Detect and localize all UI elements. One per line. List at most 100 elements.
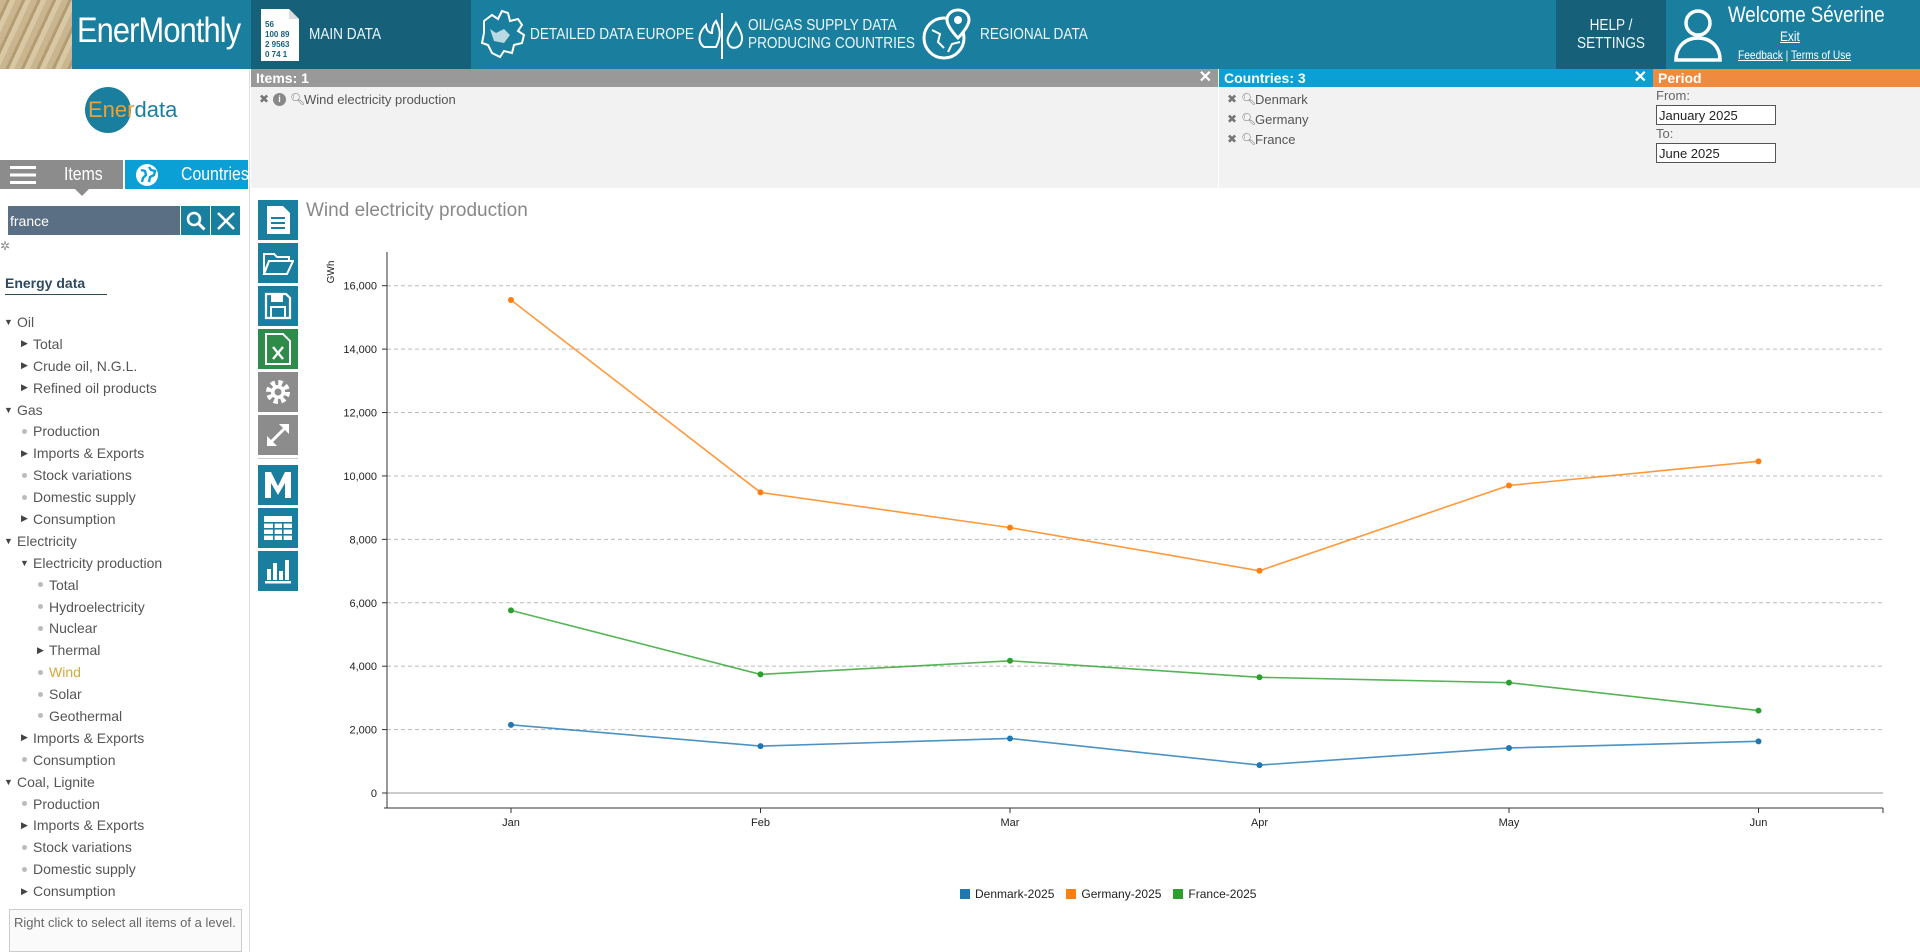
remove-country-icon[interactable]: ✖	[1227, 112, 1238, 126]
tree-item[interactable]: ▶ Consumption	[0, 508, 248, 530]
search-button[interactable]	[181, 206, 210, 235]
nav-regional-data[interactable]: REGIONAL DATA	[914, 0, 1114, 69]
item-tree: ▼ Oil ▶ Total ▶ Crude oil, N.G.L. ▶ Refined oil…	[0, 311, 248, 902]
tree-item[interactable]: Solar	[0, 683, 248, 705]
caret-down-icon[interactable]: ▼	[20, 557, 29, 568]
fullscreen-button[interactable]	[258, 415, 298, 455]
tree-item[interactable]: ▶ Total	[0, 333, 248, 355]
tree-item[interactable]: Nuclear	[0, 617, 248, 639]
caret-right-icon[interactable]: ▶	[21, 732, 28, 743]
nav-main-data[interactable]: 56 100 89 2 9563 0 74 1 MAIN DATA	[251, 0, 471, 69]
items-panel-title: Items: 1	[256, 70, 309, 86]
bullet-icon	[22, 801, 27, 807]
y-tick-label: 14,000	[343, 344, 377, 356]
caret-right-icon[interactable]: ▶	[37, 644, 44, 655]
caret-right-icon[interactable]: ▶	[21, 338, 28, 349]
tree-item[interactable]: Total	[0, 574, 248, 596]
zoom-icon[interactable]: 🔍︎	[1241, 112, 1257, 126]
excel-export-button[interactable]	[258, 329, 298, 369]
settings-button[interactable]	[258, 372, 298, 412]
save-button[interactable]	[258, 286, 298, 326]
remove-item-icon[interactable]: ✖	[259, 92, 270, 106]
tree-item[interactable]: Stock variations	[0, 836, 248, 858]
x-tick-label: Jun	[1750, 817, 1768, 829]
legend-item[interactable]: Denmark-2025	[960, 887, 1054, 901]
gear-icon	[263, 377, 293, 407]
report-button[interactable]	[258, 200, 298, 240]
tab-countries[interactable]: Countries	[125, 160, 249, 189]
nav-oil-gas-supply[interactable]: OIL/GAS SUPPLY DATA PRODUCING COUNTRIES	[692, 0, 915, 69]
brand-name: EnerMonthly	[77, 11, 241, 50]
tree-item-label: Production	[33, 795, 100, 812]
tree-item[interactable]: ▼ Electricity production	[0, 552, 248, 574]
items-panel-close-button[interactable]: ✕	[1198, 69, 1212, 86]
tab-items[interactable]: Items	[0, 160, 123, 189]
tree-item[interactable]: ▶ Refined oil products	[0, 377, 248, 399]
legend-item[interactable]: Germany-2025	[1066, 887, 1161, 901]
open-button[interactable]	[258, 243, 298, 283]
table-icon	[263, 515, 293, 541]
logo-text: Enerdata	[88, 97, 178, 122]
tree-item[interactable]: Domestic supply	[0, 858, 248, 880]
caret-down-icon[interactable]: ▼	[4, 404, 13, 415]
data-point	[1755, 707, 1762, 714]
tree-item[interactable]: Consumption	[0, 749, 248, 771]
data-point	[757, 489, 764, 496]
clear-search-button[interactable]	[211, 206, 240, 235]
search-input[interactable]	[8, 206, 180, 235]
nav-regional-data-label: REGIONAL DATA	[980, 25, 1088, 43]
terms-of-use-link[interactable]: Terms of Use	[1790, 48, 1852, 62]
chart-view-button[interactable]	[258, 551, 298, 591]
tree-item[interactable]: ▼ Gas	[0, 399, 248, 421]
caret-down-icon[interactable]: ▼	[4, 776, 13, 787]
feedback-link[interactable]: Feedback	[1738, 48, 1783, 62]
tree-item[interactable]: ▶ Imports & Exports	[0, 814, 248, 836]
nav-detailed-data-europe[interactable]: DETAILED DATA EUROPE	[474, 0, 694, 69]
caret-right-icon[interactable]: ▶	[21, 382, 28, 393]
zoom-icon[interactable]: 🔍︎	[1241, 132, 1257, 146]
tree-item[interactable]: ▶ Imports & Exports	[0, 727, 248, 749]
remove-country-icon[interactable]: ✖	[1227, 92, 1238, 106]
tree-item[interactable]: ▼ Electricity	[0, 530, 248, 552]
table-view-button[interactable]	[258, 508, 298, 548]
nav-help-settings[interactable]: HELP / SETTINGS	[1556, 0, 1666, 69]
tree-item[interactable]: ▼ Oil	[0, 311, 248, 333]
caret-right-icon[interactable]: ▶	[21, 447, 28, 458]
remove-country-icon[interactable]: ✖	[1227, 132, 1238, 146]
tree-item[interactable]: Stock variations	[0, 464, 248, 486]
caret-down-icon[interactable]: ▼	[4, 316, 13, 327]
tree-item[interactable]: ▶ Imports & Exports	[0, 442, 248, 464]
tree-item[interactable]: Production	[0, 420, 248, 442]
tree-item[interactable]: ▶ Crude oil, N.G.L.	[0, 355, 248, 377]
data-point	[757, 743, 764, 750]
tree-item-label: Domestic supply	[33, 861, 136, 878]
tree-item[interactable]: Geothermal	[0, 705, 248, 727]
tree-item[interactable]: Production	[0, 793, 248, 815]
zoom-icon[interactable]: 🔍︎	[1241, 92, 1257, 106]
globe-icon	[135, 163, 159, 187]
info-icon[interactable]: i	[273, 92, 286, 106]
m-view-button[interactable]	[258, 465, 298, 505]
caret-right-icon[interactable]: ▶	[21, 885, 28, 896]
tree-item[interactable]: Domestic supply	[0, 486, 248, 508]
bullet-icon	[22, 866, 27, 872]
tree-item-label: Total	[33, 335, 63, 352]
tree-item[interactable]: ▶ Consumption	[0, 880, 248, 902]
tree-item-label: Electricity production	[33, 554, 163, 571]
zoom-icon[interactable]: 🔍︎	[290, 92, 306, 106]
exit-link[interactable]: Exit	[1780, 28, 1800, 44]
tree-item[interactable]: ▶ Thermal	[0, 639, 248, 661]
countries-panel-close-button[interactable]: ✕	[1633, 69, 1647, 86]
tree-item[interactable]: Hydroelectricity	[0, 596, 248, 618]
tree-item[interactable]: Wind	[0, 661, 248, 683]
to-period-input[interactable]	[1656, 143, 1776, 163]
from-period-input[interactable]	[1656, 105, 1776, 125]
data-point	[1007, 657, 1013, 664]
caret-right-icon[interactable]: ▶	[21, 513, 28, 524]
tool-divider	[258, 458, 298, 459]
caret-right-icon[interactable]: ▶	[21, 819, 28, 830]
caret-down-icon[interactable]: ▼	[4, 535, 13, 546]
legend-item[interactable]: France-2025	[1173, 887, 1256, 901]
caret-right-icon[interactable]: ▶	[21, 360, 28, 371]
tree-item[interactable]: ▼ Coal, Lignite	[0, 771, 248, 793]
